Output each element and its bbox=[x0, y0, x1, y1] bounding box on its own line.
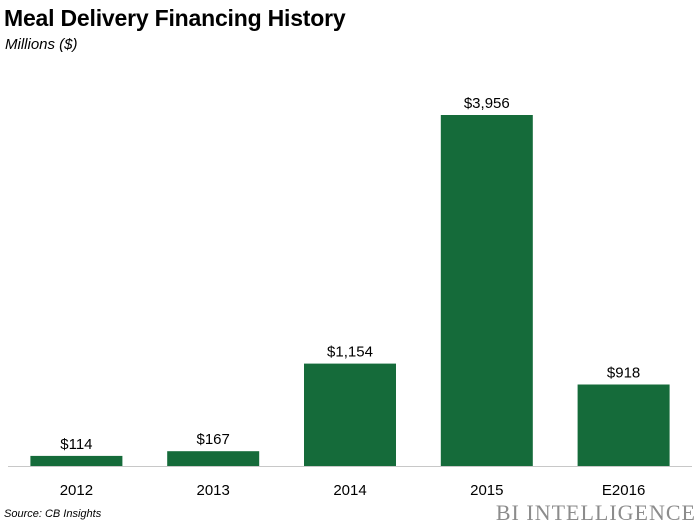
x-tick-label-2015: 2015 bbox=[470, 482, 503, 499]
bar-2012 bbox=[30, 455, 123, 466]
brand-logo: BI INTELLIGENCE bbox=[495, 500, 696, 525]
x-tick-label-2014: 2014 bbox=[333, 482, 366, 499]
data-label-2013: $167 bbox=[197, 431, 230, 448]
data-label-2014: $1,154 bbox=[327, 344, 373, 361]
bar-2014 bbox=[304, 363, 396, 466]
source-note: Source: CB Insights bbox=[4, 508, 102, 520]
x-tick-label-e2016: E2016 bbox=[602, 482, 645, 499]
data-label-2012: $114 bbox=[60, 436, 92, 453]
x-tick-label-2013: 2013 bbox=[197, 482, 230, 499]
bar-2015 bbox=[440, 115, 533, 466]
data-label-e2016: $918 bbox=[607, 365, 640, 382]
chart-title: Meal Delivery Financing History bbox=[4, 5, 346, 31]
x-tick-label-2012: 2012 bbox=[60, 482, 93, 499]
data-label-2015: $3,956 bbox=[464, 95, 510, 112]
bar-e2016 bbox=[577, 384, 670, 466]
chart-subtitle: Millions ($) bbox=[5, 36, 78, 53]
bar-2013 bbox=[167, 451, 260, 466]
